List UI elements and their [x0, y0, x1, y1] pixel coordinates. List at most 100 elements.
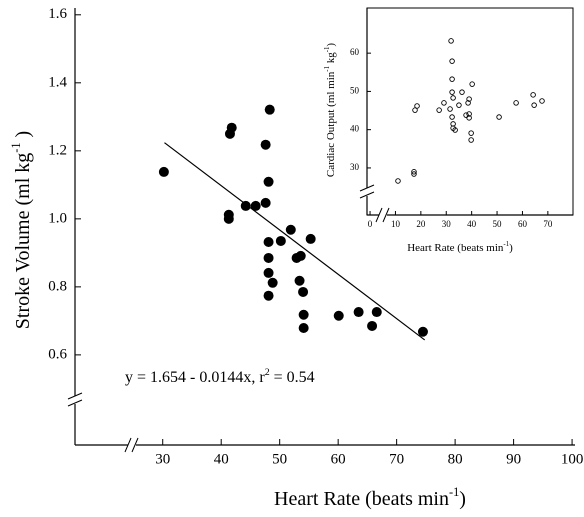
label-part: )	[12, 131, 34, 143]
data-point	[298, 286, 309, 297]
data-point	[449, 58, 455, 64]
y-axis-label: Cardiac Output (ml min-1 kg-1)	[324, 43, 336, 178]
x-axis-label: Heart Rate (beats min-1)	[407, 241, 513, 253]
data-point	[463, 112, 469, 118]
data-point	[452, 127, 458, 133]
y-tick-label: 50	[350, 85, 360, 95]
x-tick-label: 40	[467, 219, 477, 229]
superscript: -1	[9, 142, 23, 152]
label-part: Cardiac Output (ml min	[325, 71, 337, 177]
data-point	[436, 107, 442, 113]
y-tick-label: 60	[350, 47, 360, 57]
axis-break	[124, 437, 139, 453]
x-tick-label: 50	[272, 451, 287, 467]
superscript: -1	[503, 241, 509, 248]
y-tick-label: 1.2	[48, 142, 67, 158]
data-point	[263, 267, 274, 278]
data-point	[449, 76, 455, 82]
superscript: 2	[265, 367, 270, 378]
data-point	[417, 326, 428, 337]
data-point	[240, 200, 251, 211]
label-part: Stroke Volume (ml kg	[12, 153, 34, 329]
x-tick-label: 30	[155, 451, 170, 467]
data-point	[298, 323, 309, 334]
superscript: -1	[324, 66, 331, 72]
data-point	[305, 233, 316, 244]
x-tick-label: 0	[368, 219, 373, 229]
x-tick-label: 20	[416, 219, 426, 229]
axis-break	[375, 207, 390, 223]
x-tick-label: 60	[331, 451, 346, 467]
axis-break	[128, 442, 136, 448]
data-point	[468, 130, 474, 136]
data-point	[411, 171, 417, 177]
data-point	[459, 89, 465, 95]
data-point	[295, 250, 306, 261]
y-tick-label: 1.6	[48, 6, 67, 22]
label-part: Heart Rate (beats min	[274, 488, 449, 510]
data-point	[412, 107, 418, 113]
annotation: y = 1.654 - 0.0144x, r2 = 0.54	[125, 367, 315, 386]
data-point	[263, 252, 274, 263]
data-point	[496, 114, 502, 120]
data-point	[353, 307, 364, 318]
superscript: -1	[324, 47, 331, 53]
data-point	[466, 111, 472, 117]
data-point	[333, 310, 344, 321]
data-point	[469, 81, 475, 87]
x-tick-label: 100	[561, 451, 584, 467]
y-tick-label: 0.6	[48, 346, 67, 362]
axis-break	[359, 184, 375, 199]
y-tick-label: 40	[350, 124, 360, 134]
data-point	[449, 114, 455, 120]
data-point	[456, 102, 462, 108]
data-point	[250, 200, 261, 211]
label-part: )	[325, 43, 337, 47]
data-point	[466, 115, 472, 121]
y-tick-label: 30	[350, 162, 360, 172]
data-point	[539, 98, 545, 104]
data-point	[260, 139, 271, 150]
data-point	[450, 95, 456, 101]
data-point	[226, 122, 237, 133]
x-tick-label: 30	[442, 219, 452, 229]
x-tick-label: 90	[506, 451, 521, 467]
data-point	[447, 106, 453, 112]
y-tick-label: 1.4	[48, 74, 67, 90]
x-tick-label: 70	[543, 219, 553, 229]
data-point	[263, 236, 274, 247]
data-point	[264, 104, 275, 115]
data-point	[263, 176, 274, 187]
x-tick-label: 50	[493, 219, 503, 229]
data-point	[531, 102, 537, 108]
x-tick-label: 40	[214, 451, 229, 467]
label-part: y = 1.654 - 0.0144x, r	[125, 369, 265, 386]
data-point	[395, 178, 401, 184]
x-tick-label: 70	[389, 451, 404, 467]
label-part: )	[459, 488, 466, 510]
data-point	[466, 96, 472, 102]
data-point	[530, 92, 536, 98]
data-point	[260, 197, 271, 208]
data-point	[263, 290, 274, 301]
label-part: kg	[325, 52, 337, 66]
data-point	[449, 89, 455, 95]
superscript: -1	[449, 485, 459, 499]
data-point	[158, 166, 169, 177]
x-tick-label: 60	[518, 219, 528, 229]
y-tick-label: 1.0	[48, 210, 67, 226]
y-tick-label: 0.8	[48, 278, 67, 294]
data-point	[223, 213, 234, 224]
axis-break	[379, 212, 387, 218]
data-point	[414, 103, 420, 109]
data-point	[441, 100, 447, 106]
x-tick-label: 80	[448, 451, 463, 467]
data-point	[367, 320, 378, 331]
data-point	[468, 137, 474, 143]
data-point	[448, 38, 454, 44]
axis-break	[364, 188, 370, 196]
data-point	[294, 275, 305, 286]
label-part: Heart Rate (beats min	[407, 242, 504, 254]
label-part: = 0.54	[270, 369, 315, 386]
